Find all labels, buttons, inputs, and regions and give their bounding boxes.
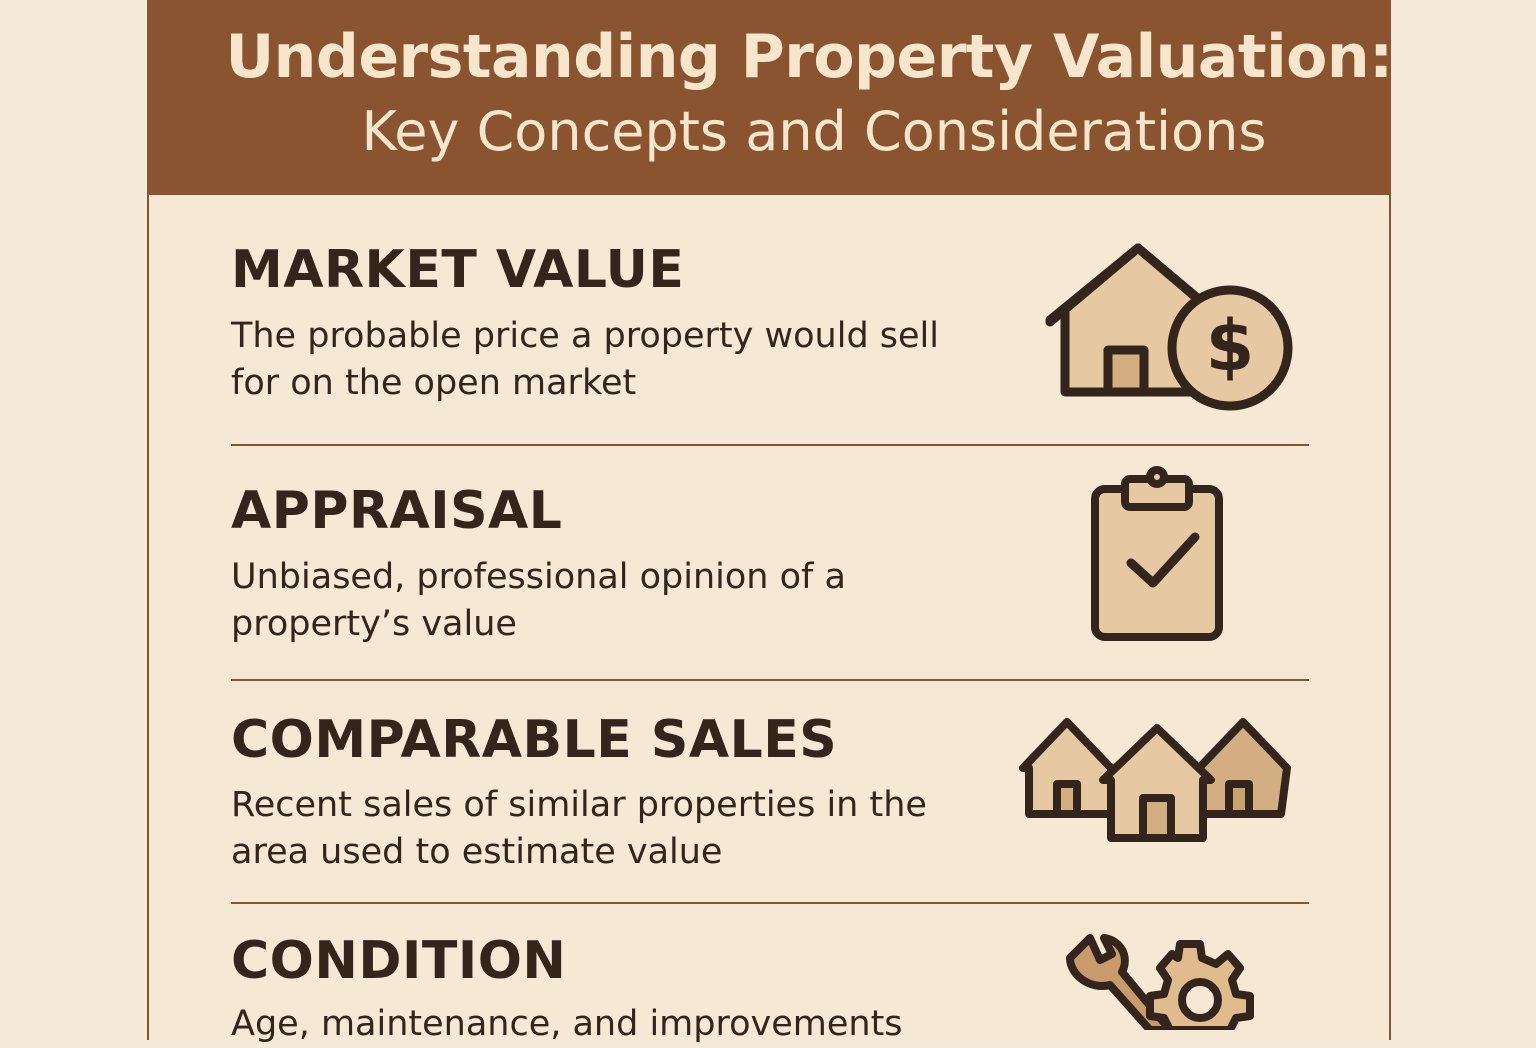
divider	[231, 679, 1309, 681]
wrench-gear-icon	[1066, 934, 1254, 1030]
header-banner: Understanding Property Valuation: Key Co…	[149, 0, 1393, 195]
section-title: CONDITION	[231, 931, 567, 991]
section-description: The probable price a property would sell…	[231, 316, 939, 403]
house-dollar-icon: $	[1045, 243, 1293, 411]
page-title: Understanding Property Valuation:	[225, 22, 1393, 92]
divider	[231, 902, 1309, 904]
three-houses-icon	[1019, 718, 1291, 842]
page-subtitle: Key Concepts and Considerations	[361, 100, 1267, 163]
section-title: APPRAISAL	[231, 481, 563, 541]
divider	[231, 444, 1309, 446]
svg-text:$: $	[1206, 305, 1255, 387]
section-title: COMPARABLE SALES	[231, 710, 838, 770]
clipboard-check-icon	[1091, 466, 1223, 641]
section-description: Unbiased, professional opinion of a prop…	[231, 557, 846, 644]
section-description: Recent sales of similar properties in th…	[231, 785, 927, 872]
section-description: Age, maintenance, and improvements	[231, 1004, 903, 1044]
section-title: MARKET VALUE	[231, 240, 685, 300]
